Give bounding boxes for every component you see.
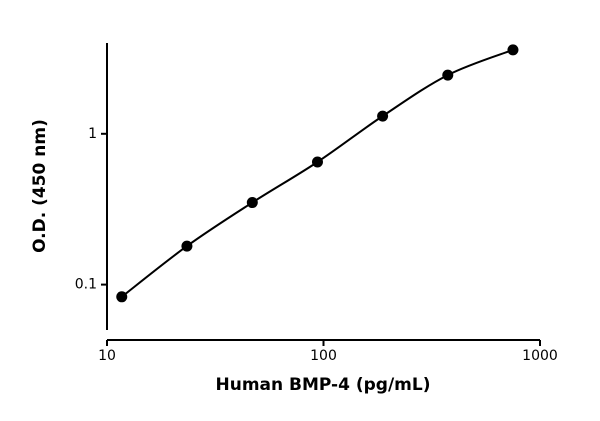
data-point	[507, 44, 519, 56]
data-point	[116, 291, 128, 303]
y-axis-label: O.D. (450 nm)	[30, 119, 50, 253]
data-point	[442, 69, 454, 81]
x-axis-label: Human BMP-4 (pg/mL)	[215, 375, 430, 395]
y-tick-label: 1	[88, 126, 97, 142]
y-tick-label: 0.1	[75, 277, 97, 293]
data-point	[181, 240, 193, 252]
data-point	[311, 156, 323, 168]
x-tick-label: 1000	[522, 348, 558, 364]
data-point	[246, 197, 258, 209]
fit-curve	[121, 48, 514, 298]
x-tick-label: 100	[310, 348, 337, 364]
x-tick-label: 10	[98, 348, 116, 364]
data-point	[377, 110, 389, 122]
